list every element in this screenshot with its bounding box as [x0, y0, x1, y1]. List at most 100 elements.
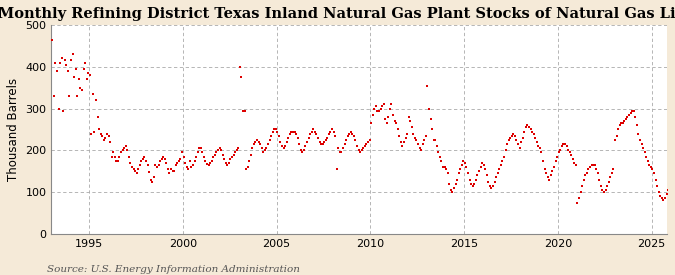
Point: [136, 159, 146, 163]
Point: [405, 119, 416, 123]
Point: [580, 173, 591, 178]
Point: [131, 171, 142, 175]
Point: [672, 154, 675, 159]
Point: [554, 150, 564, 155]
Point: [142, 163, 153, 167]
Point: [470, 177, 481, 182]
Point: [481, 173, 492, 178]
Point: [367, 112, 378, 117]
Point: [353, 148, 364, 153]
Point: [431, 144, 442, 148]
Point: [437, 165, 448, 169]
Point: [378, 102, 389, 106]
Point: [355, 150, 366, 155]
Point: [576, 184, 587, 188]
Point: [269, 127, 279, 132]
Point: [303, 136, 314, 140]
Point: [352, 144, 362, 148]
Point: [336, 150, 347, 155]
Point: [358, 146, 369, 150]
Point: [239, 108, 250, 113]
Point: [381, 121, 392, 125]
Point: [669, 165, 675, 169]
Point: [644, 163, 655, 167]
Point: [216, 148, 227, 153]
Point: [369, 106, 379, 111]
Point: [593, 171, 603, 175]
Point: [68, 52, 78, 56]
Point: [568, 156, 578, 161]
Point: [558, 142, 569, 146]
Point: [159, 156, 170, 161]
Point: [634, 138, 645, 142]
Point: [362, 140, 373, 144]
Point: [153, 163, 164, 167]
Point: [292, 136, 303, 140]
Point: [133, 167, 144, 171]
Point: [64, 94, 75, 98]
Point: [586, 163, 597, 167]
Point: [545, 173, 556, 178]
Point: [195, 146, 206, 150]
Point: [53, 106, 64, 111]
Point: [373, 108, 384, 113]
Point: [638, 146, 649, 150]
Point: [661, 192, 672, 196]
Point: [514, 146, 525, 150]
Point: [624, 112, 634, 117]
Point: [361, 142, 372, 146]
Point: [95, 131, 106, 136]
Point: [569, 161, 580, 165]
Point: [161, 161, 171, 165]
Point: [477, 161, 487, 165]
Point: [497, 159, 508, 163]
Point: [458, 159, 468, 163]
Point: [555, 148, 566, 153]
Point: [387, 112, 398, 117]
Point: [485, 184, 495, 188]
Point: [316, 142, 327, 146]
Point: [155, 159, 165, 163]
Point: [645, 165, 656, 169]
Point: [180, 161, 190, 165]
Point: [595, 184, 606, 188]
Point: [169, 169, 180, 174]
Point: [423, 106, 434, 111]
Point: [305, 131, 316, 136]
Point: [563, 148, 574, 153]
Point: [100, 136, 111, 140]
Point: [619, 119, 630, 123]
Point: [323, 131, 334, 136]
Point: [117, 148, 128, 153]
Point: [491, 175, 502, 180]
Point: [157, 156, 167, 161]
Point: [101, 131, 112, 136]
Point: [519, 129, 530, 134]
Point: [659, 196, 670, 200]
Point: [627, 108, 638, 113]
Point: [524, 125, 535, 130]
Point: [520, 125, 531, 130]
Point: [649, 171, 659, 175]
Point: [442, 171, 453, 175]
Point: [186, 165, 197, 169]
Point: [266, 133, 277, 138]
Point: [530, 136, 541, 140]
Point: [47, 37, 57, 42]
Point: [504, 138, 514, 142]
Point: [542, 175, 553, 180]
Point: [633, 131, 644, 136]
Point: [294, 142, 304, 146]
Point: [346, 129, 356, 134]
Point: [469, 182, 480, 186]
Point: [325, 129, 336, 134]
Point: [114, 154, 125, 159]
Point: [63, 69, 74, 73]
Point: [550, 159, 561, 163]
Point: [444, 182, 455, 186]
Point: [500, 148, 511, 153]
Point: [613, 127, 624, 132]
Point: [452, 177, 462, 182]
Point: [56, 56, 67, 60]
Point: [472, 173, 483, 178]
